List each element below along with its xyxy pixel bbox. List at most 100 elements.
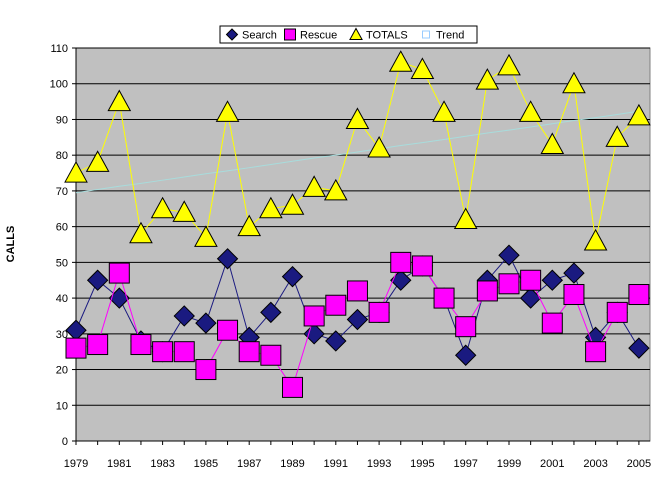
totals-point: [107, 89, 132, 112]
search-point: [260, 301, 282, 324]
search-point: [346, 308, 369, 331]
rescue-point: [152, 341, 174, 363]
legend-label: Trend: [436, 30, 464, 42]
rescue-point: [130, 334, 152, 356]
rescue-point: [87, 334, 109, 356]
rescue-point: [108, 262, 130, 284]
totals-point: [475, 68, 500, 90]
totals-point: [410, 57, 435, 79]
rescue-point: [433, 287, 455, 309]
search-point: [519, 287, 542, 309]
rescue-point: [260, 344, 282, 366]
legend-marker: [284, 28, 296, 41]
totals-point: [302, 175, 326, 197]
search-point: [325, 330, 347, 352]
totals-point: [172, 200, 197, 222]
rescue-point: [173, 341, 195, 363]
legend-item-totals: TOTALS: [349, 27, 408, 42]
gridlines: [76, 47, 650, 406]
totals-point: [150, 196, 175, 219]
totals-point: [345, 107, 370, 129]
search-point: [86, 269, 109, 291]
legend-marker: [349, 27, 363, 40]
x-tick-label: 1999: [497, 458, 521, 470]
search-point: [628, 337, 650, 359]
totals-point: [583, 228, 608, 251]
y-tick-label: 40: [56, 293, 68, 305]
rescue-point: [368, 301, 390, 323]
x-tick-label: 2003: [583, 458, 607, 470]
y-tick-label: 80: [56, 150, 68, 162]
y-tick-label: 30: [56, 329, 68, 341]
rescue-point: [606, 301, 628, 323]
rescue-point: [628, 284, 650, 306]
search-point: [281, 265, 304, 288]
trend-line: [75, 110, 639, 194]
x-tick-label: 1983: [150, 458, 174, 470]
x-tick-label: 1987: [237, 458, 261, 470]
y-tick-label: 60: [56, 222, 68, 234]
plot-area: [75, 47, 651, 442]
rescue-point: [541, 312, 563, 334]
totals-point: [497, 53, 521, 76]
rescue-point: [411, 255, 433, 277]
y-tick-label: 50: [56, 257, 68, 269]
totals-point: [64, 161, 88, 183]
rescue-point: [282, 376, 303, 398]
rescue-point: [520, 269, 542, 291]
series-totals: [64, 50, 651, 251]
totals-point: [562, 71, 586, 94]
totals-point: [367, 135, 391, 158]
rescue-point: [455, 316, 477, 338]
y-tick-label: 20: [56, 365, 68, 377]
rescue-point: [238, 341, 260, 363]
y-tick-label: 100: [50, 79, 68, 91]
totals-point: [194, 225, 218, 247]
y-tick-label: 10: [56, 400, 68, 412]
rescue-point: [346, 280, 368, 302]
legend-marker: [422, 30, 430, 39]
x-tick-label: 1997: [453, 458, 477, 470]
legend-item-rescue: Rescue: [284, 28, 337, 42]
search-point: [541, 269, 564, 291]
totals-point: [237, 214, 262, 237]
search-point: [454, 344, 477, 366]
rescue-point: [498, 273, 520, 295]
search-point: [563, 262, 585, 284]
legend-item-trend: Trend: [422, 30, 464, 42]
y-tick-label: 110: [50, 43, 68, 55]
rescue-point: [476, 280, 498, 302]
totals-point: [540, 132, 565, 154]
search-point: [498, 244, 520, 266]
y-axis-title: CALLS: [5, 226, 17, 263]
legend-label: TOTALS: [366, 30, 408, 42]
x-tick-label: 1981: [107, 458, 131, 470]
y-tick-label: 0: [62, 436, 68, 448]
rescue-point: [390, 251, 412, 273]
search-point: [173, 305, 195, 327]
x-tick-label: 1995: [410, 458, 434, 470]
search-point: [195, 312, 217, 334]
x-tick-label: 1991: [324, 458, 348, 470]
totals-point: [453, 207, 478, 230]
legend: Search Rescue TOTALS Trend: [219, 25, 478, 44]
rescue-point: [195, 359, 217, 381]
rescue-point: [303, 305, 325, 327]
x-tick-label: 2005: [627, 458, 651, 470]
totals-point: [129, 221, 153, 244]
x-tick-label: 2001: [540, 458, 564, 470]
legend-label: Search: [242, 30, 277, 42]
rescue-point: [65, 337, 87, 359]
x-tick-label: 1989: [280, 458, 304, 470]
totals-point: [85, 150, 110, 172]
rescue-point: [563, 284, 585, 306]
rescue-point: [217, 319, 239, 341]
axes: 0 10 20 30 40 50 60 70 80 90 100 110 1979 1981 1983 198…: [50, 43, 652, 470]
totals-point: [627, 103, 651, 126]
rescue-point: [325, 294, 347, 316]
legend-marker: [225, 28, 239, 41]
totals-point: [259, 196, 283, 219]
search-point: [216, 248, 239, 270]
